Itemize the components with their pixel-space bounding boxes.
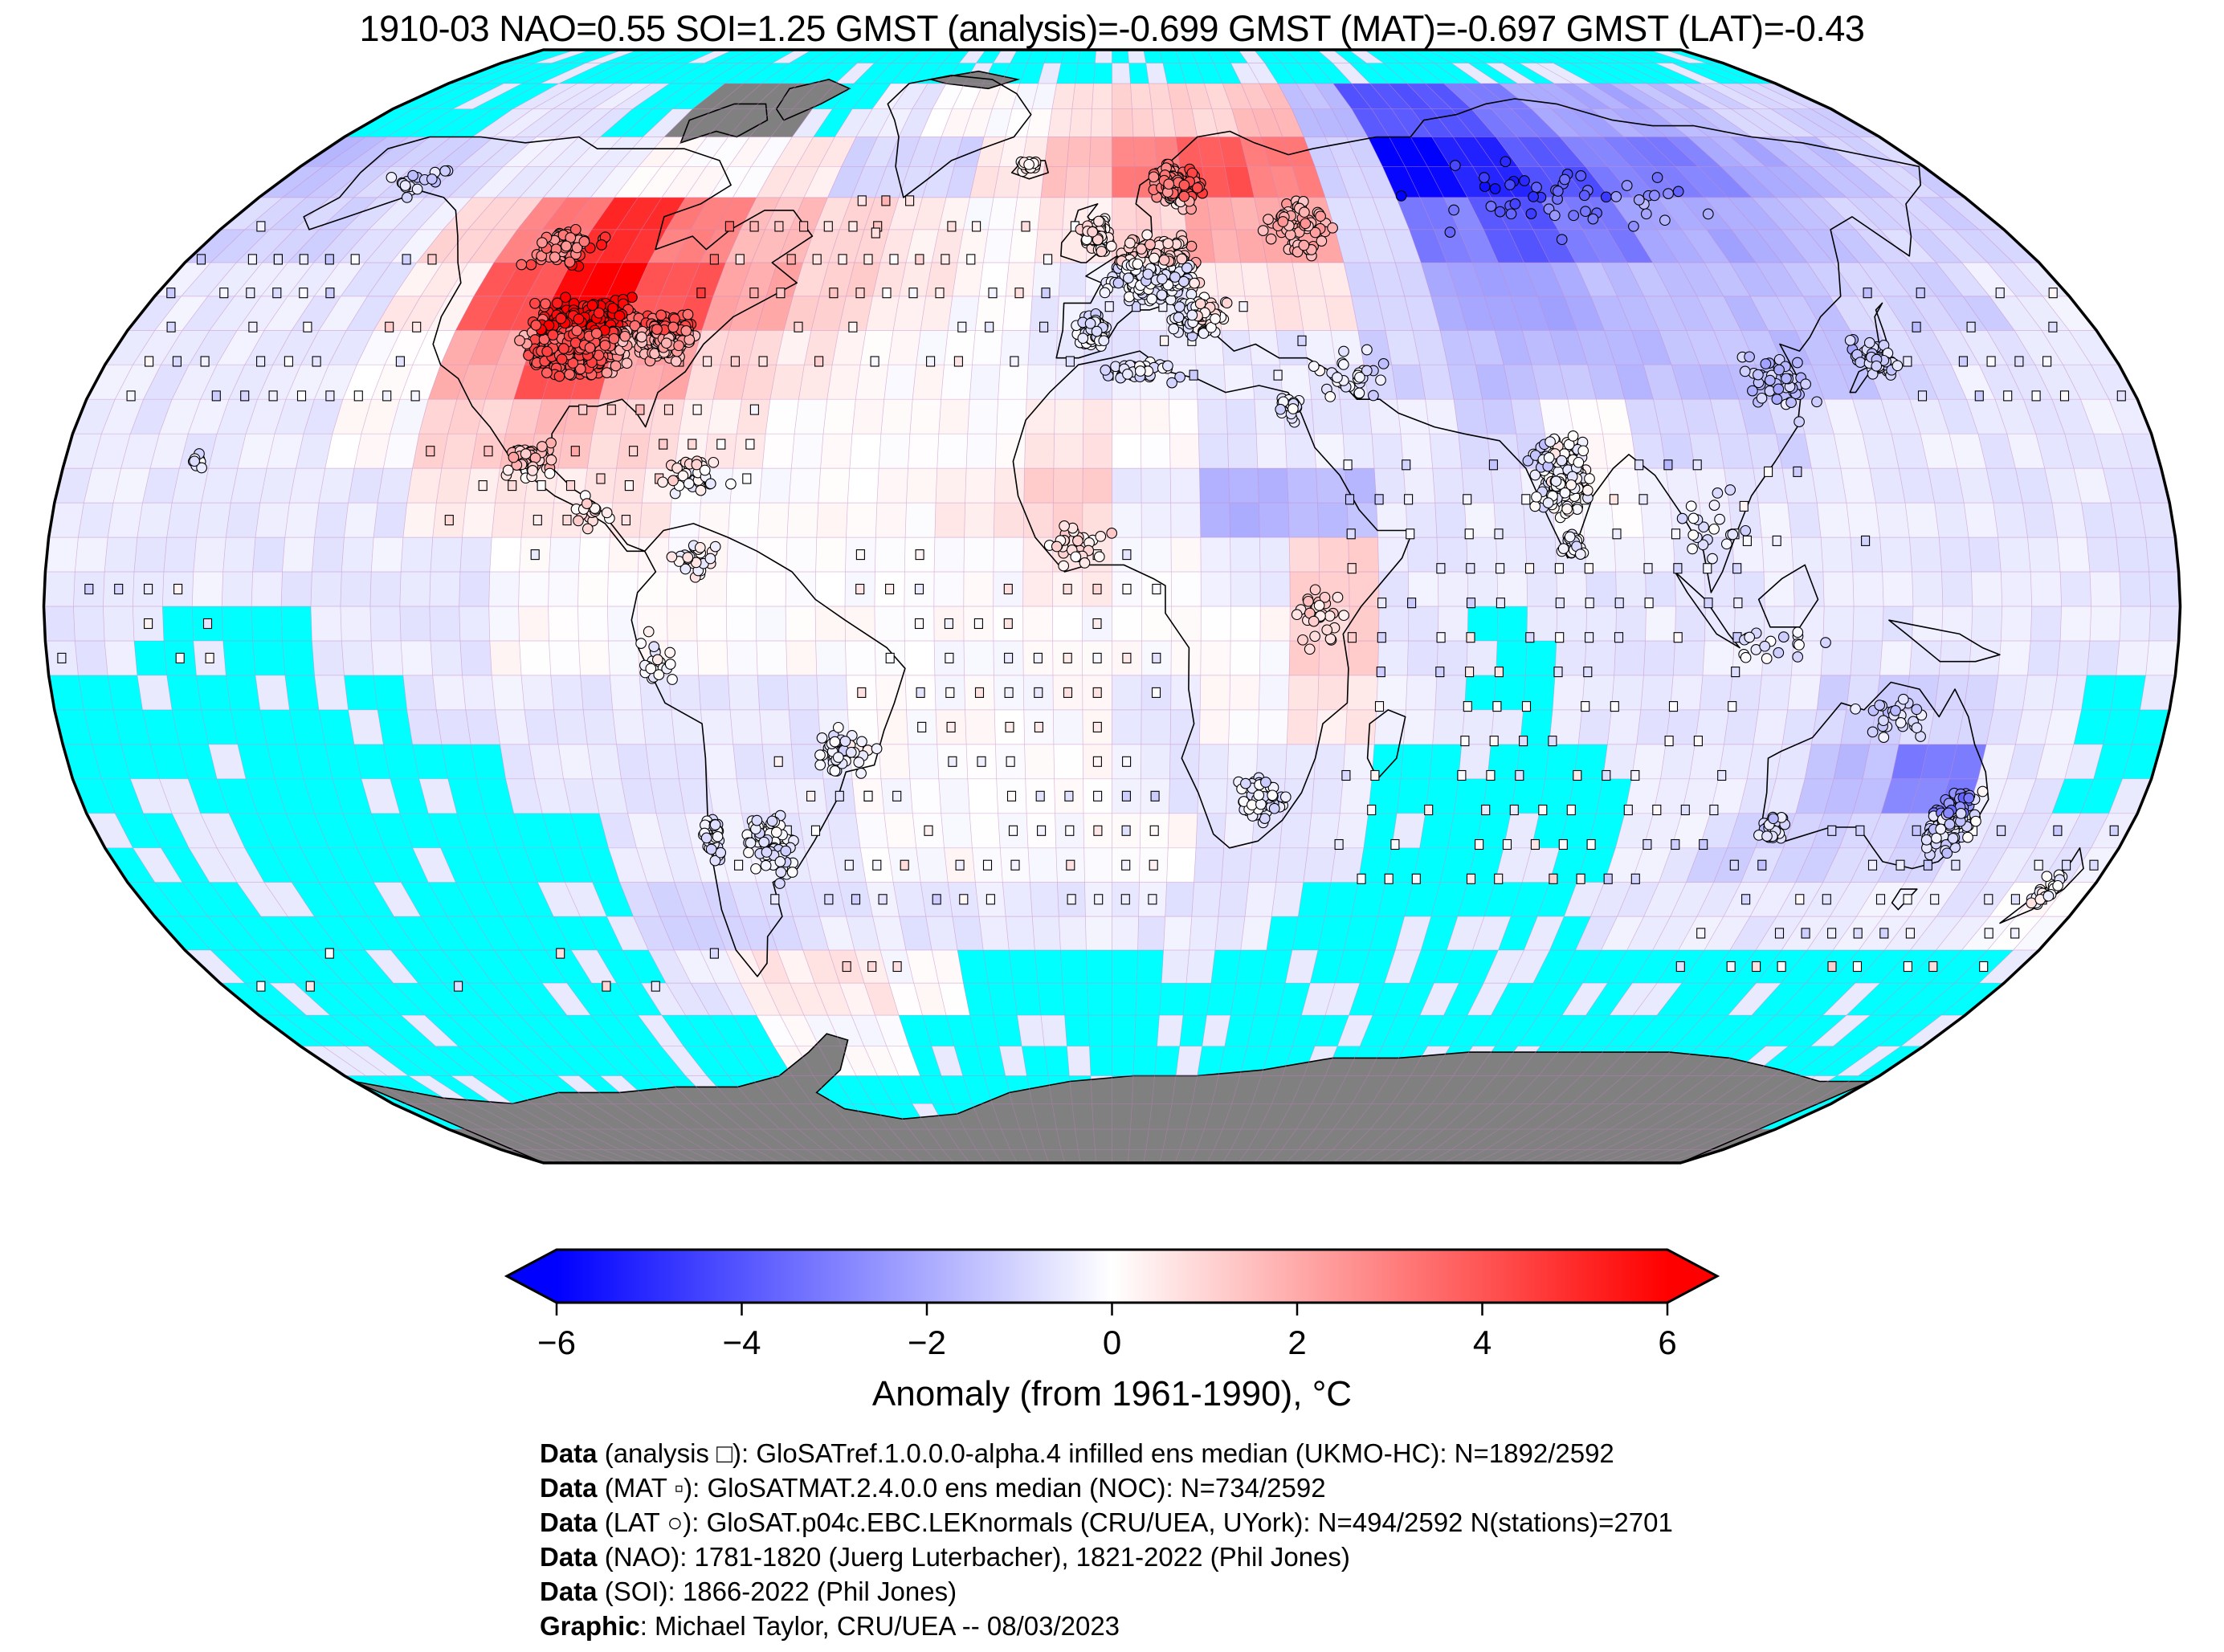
credit-text: (SOI): 1866-2022 (Phil Jones) — [597, 1577, 957, 1606]
credit-label: Data — [540, 1507, 598, 1537]
credit-line-analysis: Data (analysis □): GloSATref.1.0.0.0-alp… — [540, 1436, 1673, 1470]
colorbar-tick-label: −6 — [537, 1324, 576, 1361]
colorbar-tick-label: −4 — [723, 1324, 761, 1361]
world-map — [43, 50, 2181, 1163]
mat-markers — [57, 195, 2126, 992]
colorbar-gradient — [504, 1248, 1720, 1304]
credit-label: Graphic — [540, 1611, 640, 1641]
credit-line-soi: Data (SOI): 1866-2022 (Phil Jones) — [540, 1574, 1673, 1609]
colorbar: −6 −4 −2 0 2 4 6 Anomaly (from 1961-1990), °C — [504, 1248, 1720, 1413]
credit-text: : Michael Taylor, CRU/UEA -- 08/03/2023 — [639, 1611, 1120, 1641]
colorbar-tick-label: 4 — [1473, 1324, 1492, 1361]
colorbar-axis-label: Anomaly (from 1961-1990), °C — [872, 1374, 1352, 1413]
credit-line-lat: Data (LAT ○): GloSAT.p04c.EBC.LEKnormals… — [540, 1505, 1673, 1540]
colorbar-tick-label: 2 — [1287, 1324, 1306, 1361]
credit-label: Data — [540, 1438, 598, 1468]
credit-label: Data — [540, 1542, 598, 1572]
map-outline — [42, 48, 2182, 1165]
credits-block: Data (analysis □): GloSATref.1.0.0.0-alp… — [540, 1436, 1673, 1643]
credit-text: (NAO): 1781-1820 (Juerg Luterbacher), 18… — [597, 1542, 1350, 1572]
credit-line-nao: Data (NAO): 1781-1820 (Juerg Luterbacher… — [540, 1540, 1673, 1574]
station-markers — [187, 156, 2068, 910]
credit-text: (MAT ▫): GloSATMAT.2.4.0.0 ens median (N… — [597, 1473, 1326, 1503]
colorbar-tick-label: 6 — [1658, 1324, 1676, 1361]
credit-line-graphic: Graphic: Michael Taylor, CRU/UEA -- 08/0… — [540, 1609, 1673, 1643]
colorbar-tick-label: 0 — [1103, 1324, 1121, 1361]
page-title: 1910-03 NAO=0.55 SOI=1.25 GMST (analysis… — [359, 8, 1865, 49]
colorbar-tick-label: −2 — [908, 1324, 946, 1361]
credit-label: Data — [540, 1473, 598, 1503]
credit-text: (analysis □): GloSATref.1.0.0.0-alpha.4 … — [597, 1438, 1614, 1468]
credit-label: Data — [540, 1577, 598, 1606]
credit-line-mat: Data (MAT ▫): GloSATMAT.2.4.0.0 ens medi… — [540, 1470, 1673, 1505]
credit-text: (LAT ○): GloSAT.p04c.EBC.LEKnormals (CRU… — [597, 1507, 1673, 1537]
